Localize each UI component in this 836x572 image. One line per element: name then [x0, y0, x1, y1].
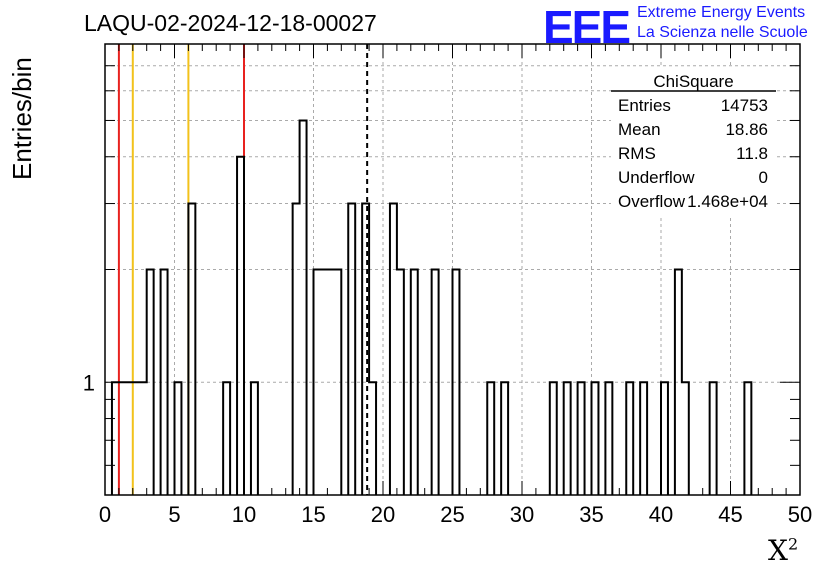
histogram-bin	[126, 382, 133, 495]
x-tick-label: 30	[510, 502, 534, 527]
stats-label: Overflow	[618, 192, 686, 211]
histogram-bin	[592, 382, 599, 495]
histogram-bin	[501, 382, 508, 495]
stats-value: 1.468e+04	[687, 192, 768, 211]
histogram-bin	[682, 382, 689, 495]
histogram-bin	[119, 382, 126, 495]
x-tick-label: 45	[718, 502, 742, 527]
stats-value: 14753	[721, 96, 768, 115]
stats-value: 0	[759, 168, 768, 187]
x-tick-label: 10	[232, 502, 256, 527]
histogram-bin	[293, 204, 300, 495]
stats-box-title: ChiSquare	[653, 72, 733, 91]
histogram-bin	[320, 270, 327, 496]
histogram-bin	[710, 382, 717, 495]
histogram-bin	[223, 382, 230, 495]
histogram-bin	[327, 270, 334, 496]
x-tick-label: 40	[649, 502, 673, 527]
x-tick-label: 35	[579, 502, 603, 527]
stats-label: Entries	[618, 96, 671, 115]
histogram-bin	[411, 270, 418, 496]
histogram-bin	[626, 382, 633, 495]
histogram-bin	[550, 382, 557, 495]
histogram-bin	[661, 382, 668, 495]
stats-value: 11.8	[736, 144, 768, 163]
histogram-bars	[110, 119, 753, 496]
histogram-bin	[175, 382, 182, 495]
axes: 0 5 10 15 20 25 30 35 40 45 50 1	[83, 43, 812, 527]
histogram-outline	[110, 119, 753, 495]
histogram-bin	[348, 204, 355, 495]
histogram-bin	[390, 204, 397, 495]
histogram-bin	[564, 382, 571, 495]
histogram-bin	[369, 382, 376, 495]
y-tick-label: 1	[83, 370, 95, 395]
histogram-bin	[397, 270, 404, 496]
x-tick-label: 25	[440, 502, 464, 527]
stats-label: Underflow	[618, 168, 695, 187]
brand-line-2: La Scienza nelle Scuole	[637, 24, 808, 41]
x-tick-label: 15	[301, 502, 325, 527]
stats-label: RMS	[618, 144, 656, 163]
x-tick-label: 0	[99, 502, 111, 527]
histogram-bin	[605, 382, 612, 495]
histogram-bin	[432, 270, 439, 496]
histogram-bin	[237, 157, 244, 495]
x-tick-label: 5	[168, 502, 180, 527]
histogram-bin	[675, 270, 682, 496]
histogram-bin	[453, 270, 460, 496]
histogram-bin	[188, 204, 195, 495]
stats-value: 18.86	[725, 120, 768, 139]
x-tick-label: 50	[788, 502, 812, 527]
x-axis-label-base: X	[768, 534, 788, 567]
chart-title: LAQU-02-2024-12-18-00027	[84, 10, 377, 36]
stats-box: ChiSquare Entries 14753 Mean 18.86 RMS 11.8 Und…	[611, 68, 776, 216]
histogram-bin	[744, 382, 751, 495]
histogram-bin	[161, 270, 168, 496]
histogram-bin	[251, 382, 258, 495]
histogram-bin	[133, 382, 140, 495]
histogram-bin	[300, 120, 307, 495]
brand-line-1: Extreme Energy Events	[637, 4, 806, 21]
histogram-bin	[314, 270, 321, 496]
histogram-bin	[362, 204, 369, 495]
stats-box-background	[611, 68, 776, 216]
histogram-bin	[487, 382, 494, 495]
histogram-bin	[140, 382, 147, 495]
histogram-bin	[147, 270, 154, 496]
histogram-bin	[640, 382, 647, 495]
histogram-bin	[578, 382, 585, 495]
x-tick-label: 20	[371, 502, 395, 527]
stats-label: Mean	[618, 120, 661, 139]
histogram-bin	[334, 270, 341, 496]
x-axis-label: X2	[768, 534, 798, 567]
x-axis-label-superscript: 2	[787, 534, 799, 554]
